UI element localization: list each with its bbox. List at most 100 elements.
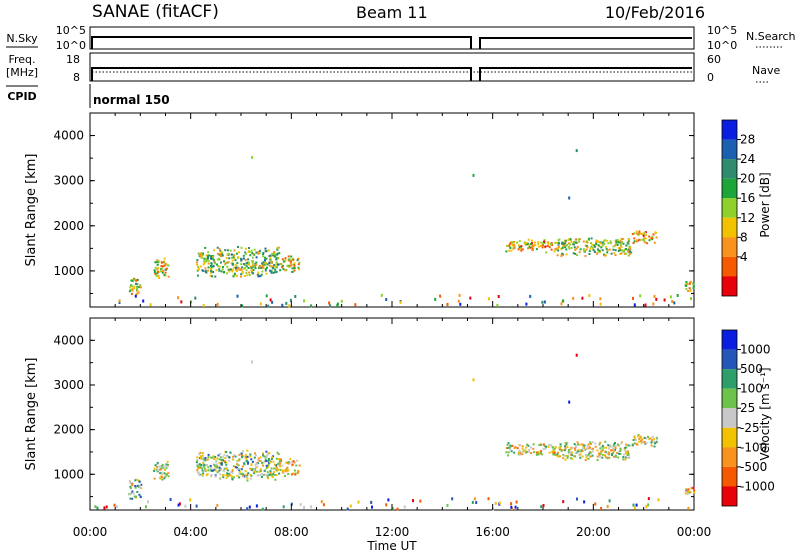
echo-cell [236, 468, 239, 471]
echo-cell [642, 440, 645, 443]
echo-cell [221, 268, 224, 271]
echo-cell [214, 466, 217, 469]
echo-cell [517, 248, 520, 251]
echo-cell [164, 268, 167, 271]
echo-cell [221, 254, 224, 257]
echo-cell [537, 242, 540, 245]
echo-cell [573, 443, 576, 446]
echo-cell [685, 284, 688, 287]
echo-cell [642, 239, 645, 242]
echo-cell [229, 471, 232, 474]
echo-cell [224, 249, 227, 252]
echo-cell [138, 484, 141, 487]
echo-cell [244, 259, 247, 261]
echo-cell [654, 232, 657, 234]
echo-cell [284, 474, 286, 477]
echo-cell [256, 470, 259, 473]
echo-cell [218, 257, 221, 260]
echo-cell [134, 486, 137, 489]
echo-cell [259, 302, 262, 306]
echo-cell [579, 450, 582, 453]
echo-cell [515, 500, 518, 504]
echo-cell [178, 502, 181, 506]
echo-cell [153, 271, 156, 273]
echo-cell [248, 261, 250, 264]
echo-cell [578, 251, 581, 254]
echo-cell [153, 469, 156, 472]
echo-cell [509, 247, 512, 249]
echo-cell [269, 265, 272, 268]
echo-cell [206, 269, 209, 272]
y-tick-label: 4000 [53, 333, 84, 347]
echo-cell [635, 442, 638, 445]
echo-cell [602, 240, 605, 243]
echo-cell [606, 505, 609, 508]
echo-cell [605, 456, 608, 459]
echo-cell [234, 455, 237, 458]
echo-cell [564, 445, 566, 448]
echo-cell [277, 468, 280, 471]
echo-cell [303, 506, 305, 509]
echo-cell [574, 447, 576, 450]
echo-cell [530, 452, 533, 454]
echo-cell [556, 254, 559, 257]
echo-cell [473, 497, 476, 501]
echo-cell [293, 262, 296, 265]
echo-cell [265, 450, 268, 453]
echo-cell [687, 506, 690, 510]
echo-cell [607, 452, 610, 455]
echo-cell [613, 443, 616, 445]
echo-cell [267, 249, 270, 252]
echo-cell [299, 503, 302, 507]
echo-cell [622, 242, 625, 245]
echo-cell [134, 479, 137, 482]
echo-cell [571, 457, 574, 460]
echo-cell [521, 447, 524, 450]
echo-cell [198, 463, 201, 466]
echo-cell [139, 284, 142, 287]
echo-cell [686, 489, 688, 491]
echo-cell [607, 444, 610, 447]
echo-cell [263, 455, 266, 458]
echo-cell [247, 267, 250, 269]
echo-cell [692, 283, 695, 286]
echo-cell [653, 241, 656, 244]
echo-cell [208, 254, 210, 257]
echo-cell [552, 453, 555, 456]
echo-cell [596, 449, 599, 452]
echo-cell [241, 465, 244, 468]
echo-cell [280, 263, 283, 266]
echo-cell [270, 467, 273, 470]
echo-cell [252, 253, 255, 255]
echo-cell [253, 456, 256, 459]
echo-cell [228, 270, 231, 273]
echo-cell [238, 472, 241, 475]
echo-cell [297, 470, 300, 473]
echo-cell [196, 469, 199, 472]
echo-cell [164, 464, 167, 467]
echo-cell [458, 293, 461, 297]
echo-cell [217, 265, 220, 268]
echo-cell [298, 464, 301, 467]
echo-cell [240, 273, 243, 276]
echo-cell [286, 461, 289, 464]
echo-cell [641, 238, 644, 241]
echo-cell [228, 474, 231, 477]
echo-cell [201, 467, 203, 470]
echo-cell [231, 259, 234, 262]
echo-cell [248, 271, 251, 274]
colorbar-tick-label: 12 [740, 211, 755, 225]
echo-cell [553, 452, 556, 454]
echo-cell [131, 484, 134, 487]
echo-cell [514, 505, 517, 509]
echo-cell [157, 260, 160, 263]
echo-cell [276, 247, 279, 250]
echo-cell [251, 256, 254, 259]
echo-cell [685, 281, 688, 283]
echo-cell [637, 435, 640, 438]
echo-cell [265, 467, 268, 469]
echo-cell [135, 496, 137, 499]
echo-cell [228, 456, 231, 459]
echo-cell [507, 442, 510, 445]
freq-tick-top: 18 [66, 53, 80, 66]
